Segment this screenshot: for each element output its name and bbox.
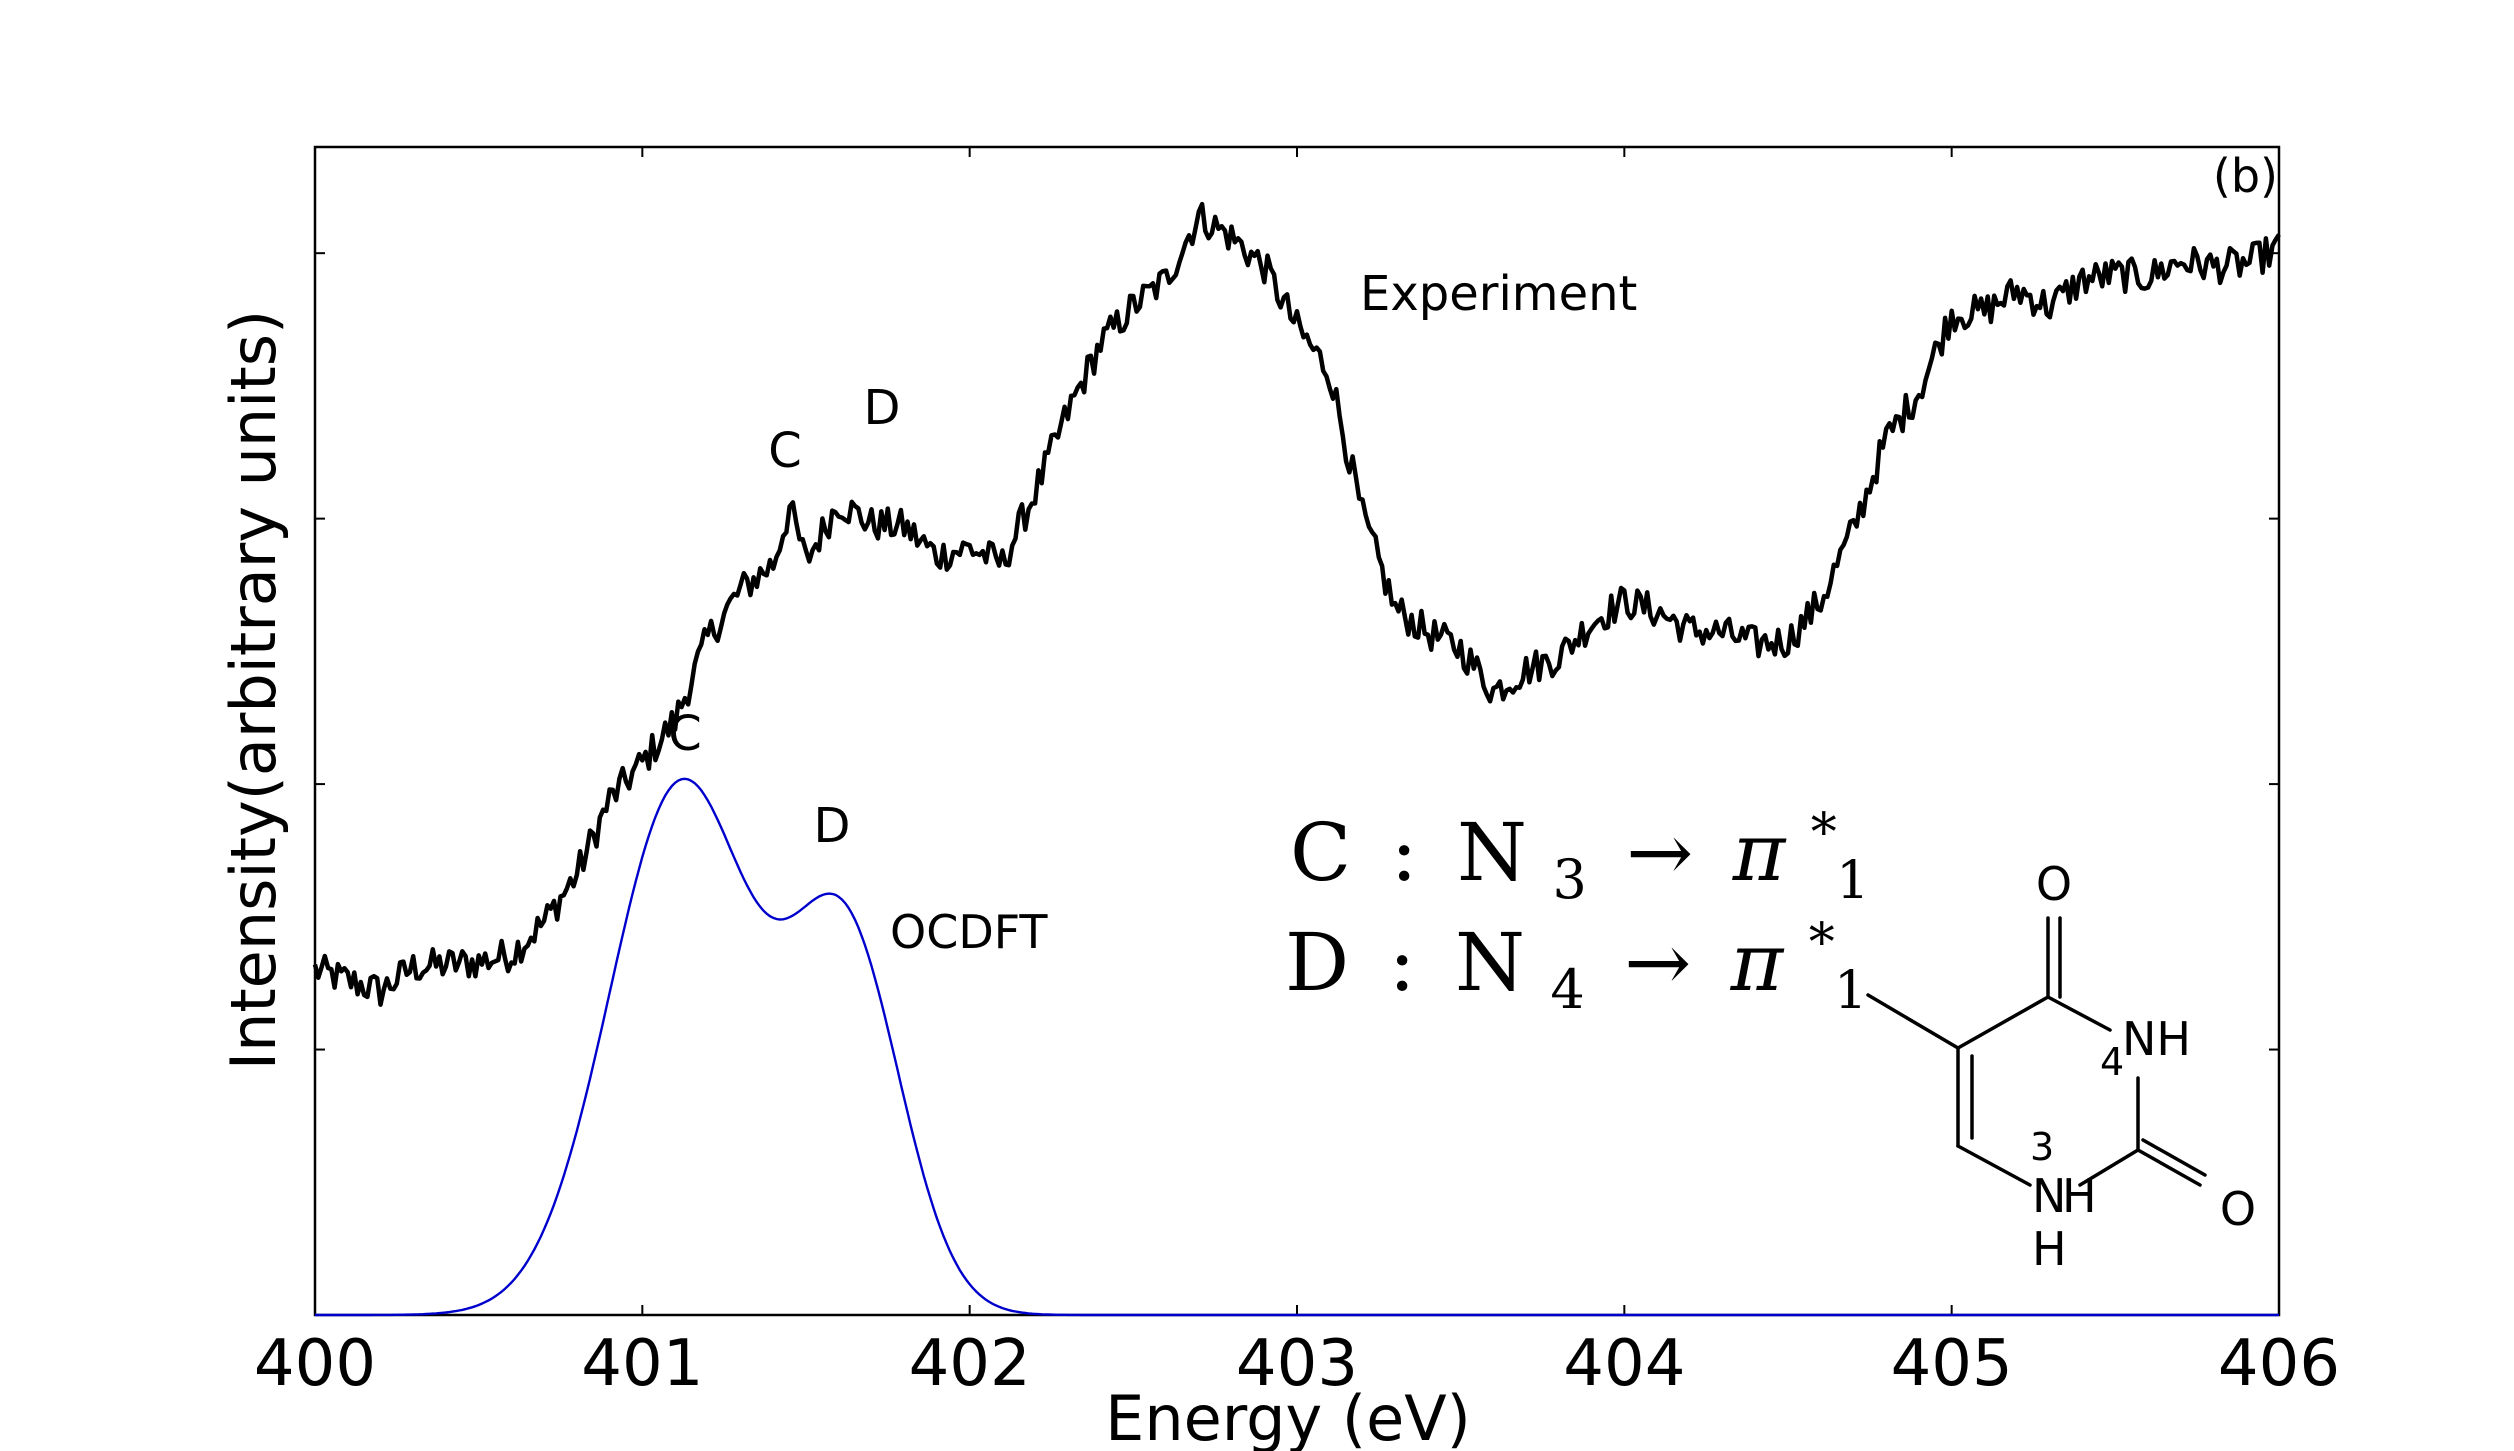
assignment-d: D : N 4 → π * 1 (1285, 886, 1867, 1027)
assignment-c-sub: 3 (1552, 848, 1586, 911)
svg-text:D : N 4: D : N 4 → π * 1 (1285, 886, 1867, 1027)
y-axis-label: Intensity(arbitrary units) (217, 310, 290, 1070)
ocdft-peak-label-d: D (814, 798, 851, 854)
series-line-ocdft (315, 777, 2279, 1317)
plot-area (313, 145, 2281, 1317)
atom-nh-top: NH (2122, 1012, 2191, 1066)
ocdft-peak-label-c: C (668, 706, 702, 762)
assignment-d-colon: : (1389, 916, 1416, 1009)
thymine-atom-labels: O NH 4 O 3 N H H (2030, 857, 2256, 1276)
assignment-d-sub: 4 (1550, 958, 1584, 1021)
assignment-c-orbital: π (1732, 806, 1787, 899)
assignment-c-orbital-sub: 1 (1836, 851, 1869, 911)
assignment-c-sup: * (1811, 803, 1837, 863)
x-tick-label: 406 (2218, 1327, 2340, 1401)
series-line-experiment (312, 201, 2281, 1007)
assignment-d-sup: * (1809, 913, 1835, 973)
x-tick-label: 403 (1236, 1327, 1358, 1401)
atom-number-4: 4 (2100, 1040, 2124, 1084)
x-tick-label: 401 (581, 1327, 703, 1401)
atom-n-bottom: N (2032, 1169, 2066, 1223)
x-tick-label: 405 (1891, 1327, 2013, 1401)
x-tick-label: 402 (909, 1327, 1031, 1401)
panel-label: (b) (2213, 149, 2278, 203)
atom-number-3: 3 (2030, 1125, 2054, 1169)
experiment-peak-label-d: D (864, 380, 901, 436)
assignment-c: C : N 3 → π * 1 (1290, 776, 1869, 917)
x-tick-label: 400 (254, 1327, 376, 1401)
atom-h-bottom-right: H (2062, 1169, 2097, 1223)
atom-o-right: O (2220, 1182, 2256, 1236)
thymine-structure (1866, 916, 2207, 1187)
series-annotation-experiment: Experiment (1360, 266, 1637, 322)
chart-series (312, 201, 2281, 1317)
assignment-d-orbital: π (1730, 916, 1785, 1009)
assignment-d-arrow: → (1624, 916, 1691, 1009)
assignment-c-colon: : (1391, 806, 1418, 899)
y-axis-ticks (315, 252, 2279, 1051)
assignment-d-letter: D (1285, 916, 1349, 1009)
experiment-peak-label-c: C (768, 423, 802, 479)
assignment-c-letter: C (1290, 806, 1351, 899)
assignment-d-atom: N (1455, 916, 1525, 1009)
x-axis-ticks: 400 401 402 403 404 405 406 (254, 147, 2340, 1401)
svg-text:C : N 3: C : N 3 → π * 1 (1290, 776, 1869, 917)
assignment-c-atom: N (1457, 806, 1527, 899)
x-axis-label: Energy (eV) (1105, 1382, 1471, 1451)
assignment-d-orbital-sub: 1 (1834, 961, 1867, 1021)
series-annotation-ocdft: OCDFT (890, 905, 1048, 959)
atom-o-top: O (2036, 857, 2072, 911)
atom-h-bottom: H (2032, 1222, 2067, 1276)
assignment-c-arrow: → (1626, 806, 1693, 899)
x-tick-label: 404 (1563, 1327, 1685, 1401)
